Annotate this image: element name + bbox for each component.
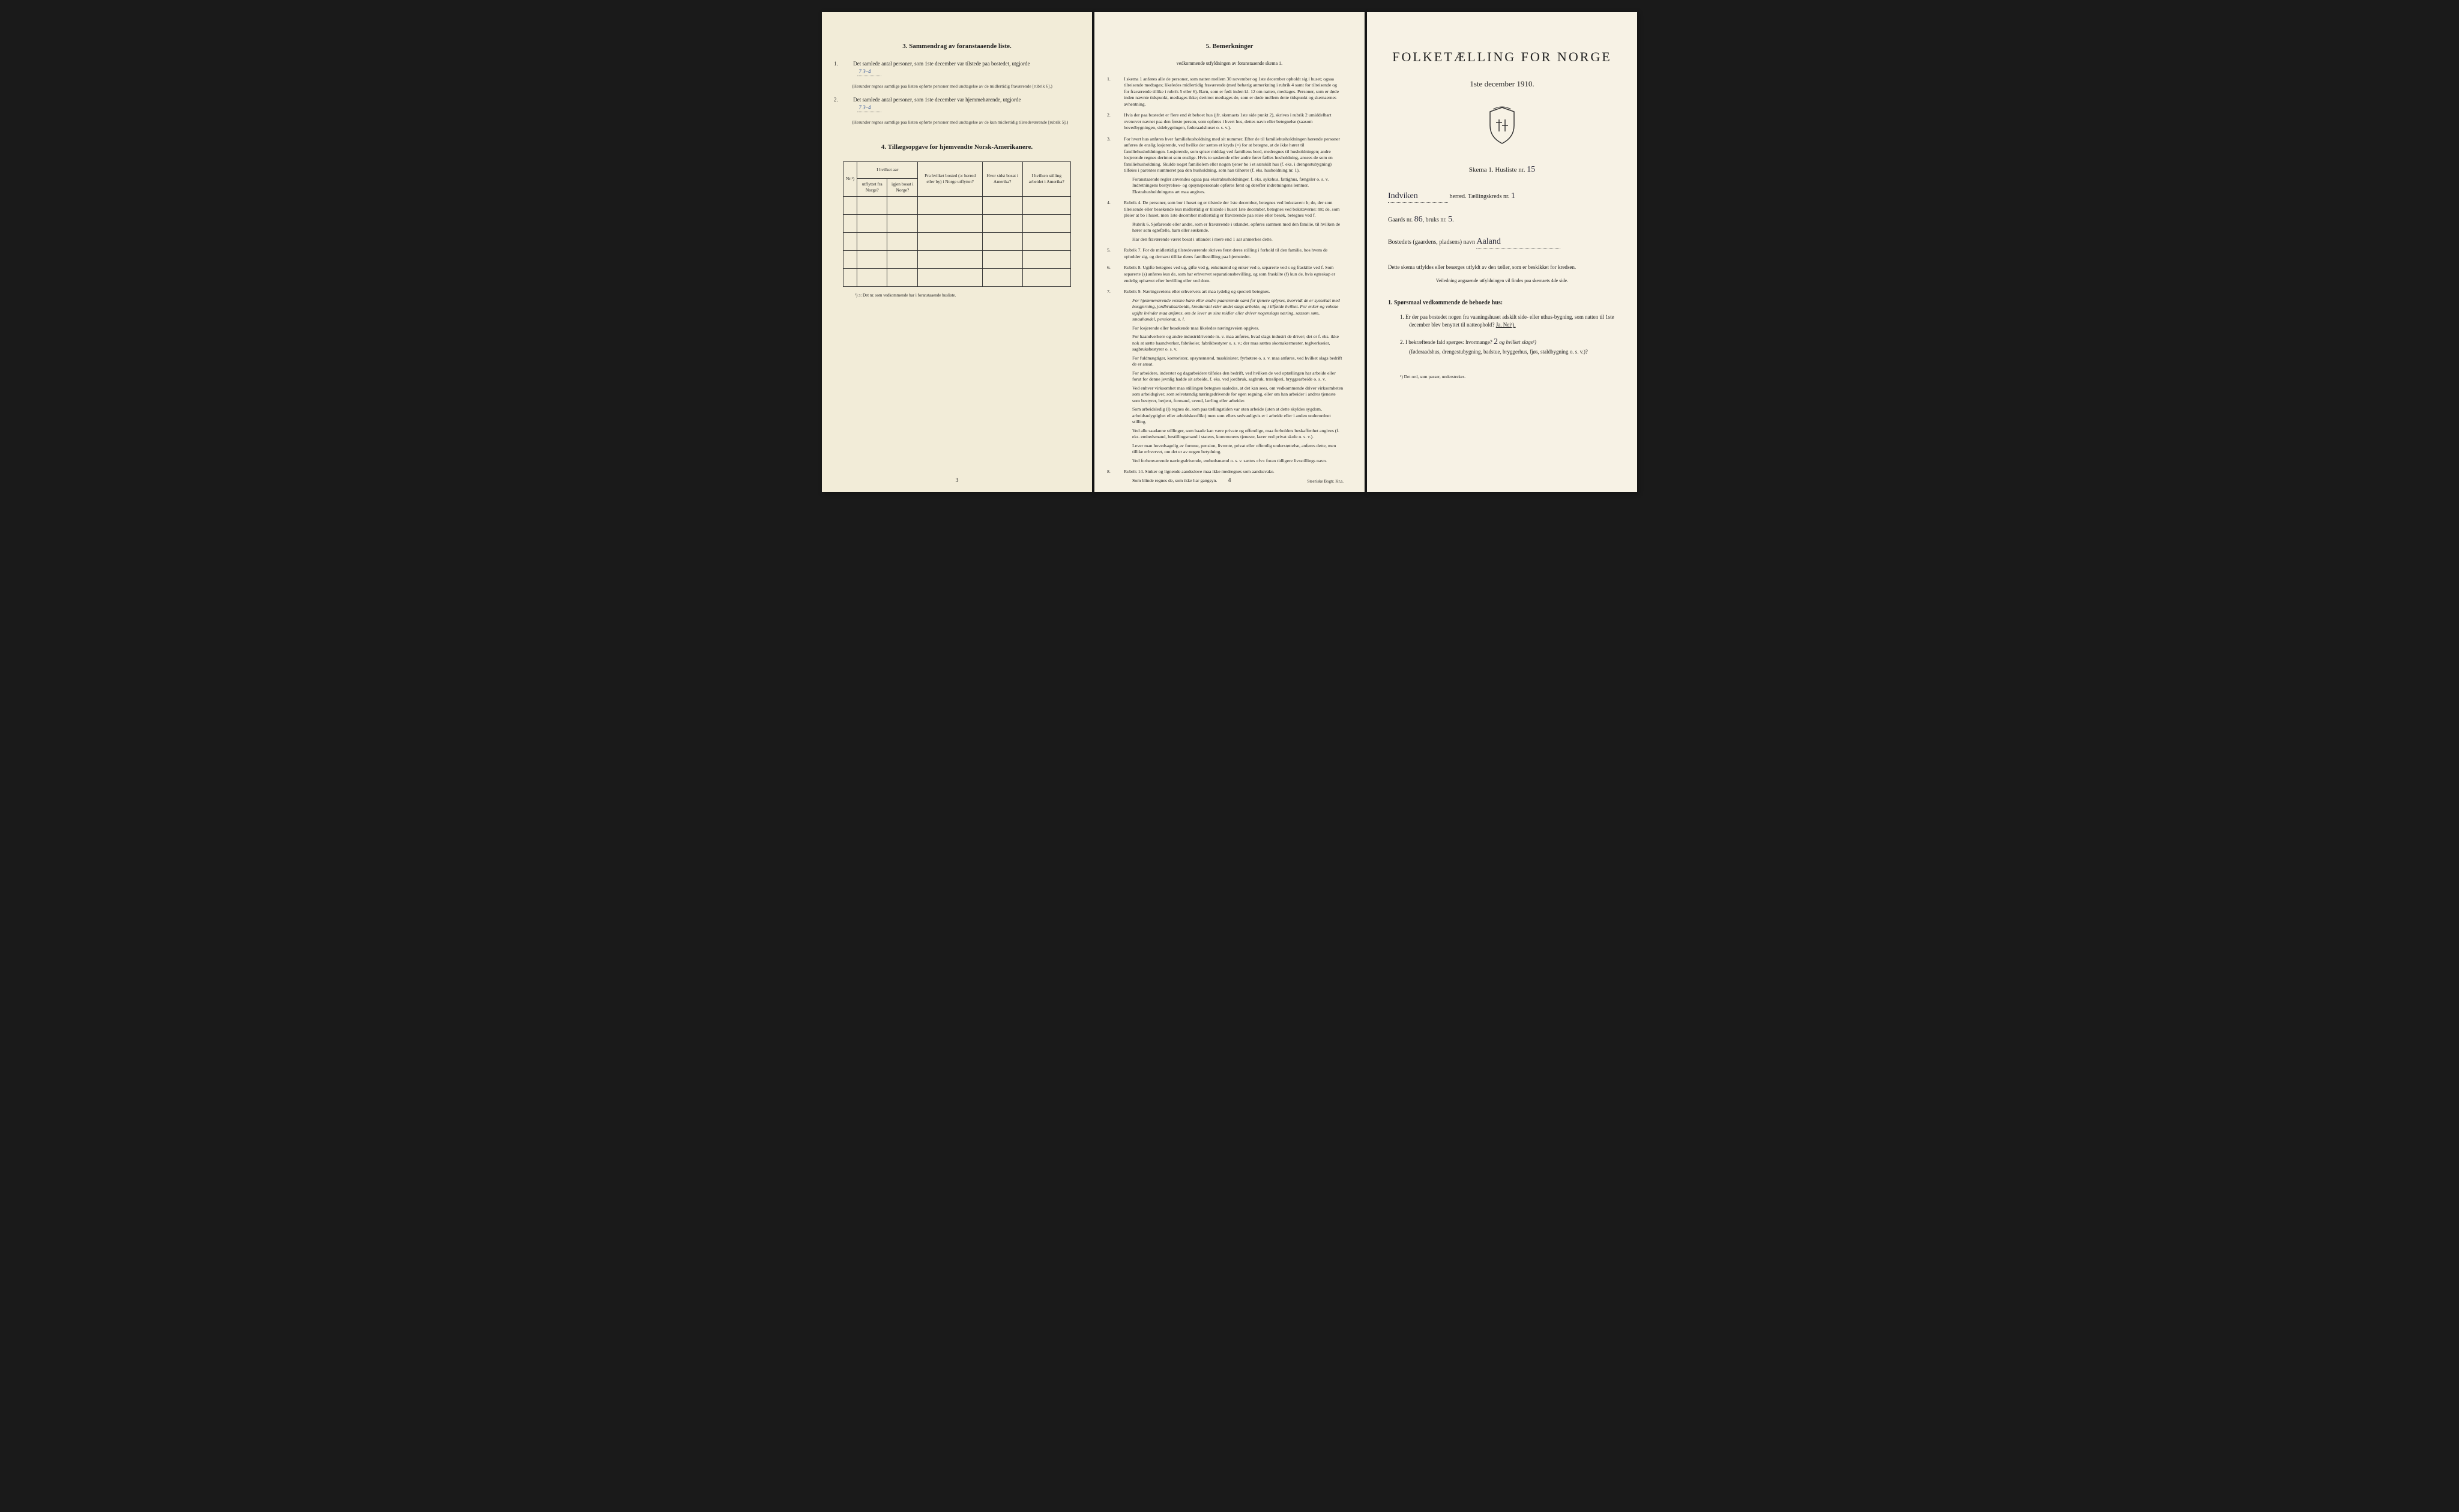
coat-of-arms-icon [1388, 104, 1616, 149]
section-4-heading: 4. Tillægsopgave for hjemvendte Norsk-Am… [843, 143, 1071, 152]
page-2: 5. Bemerkninger vedkommende utfyldningen… [1094, 12, 1365, 492]
subcol-utflyttet: utflyttet fra Norge? [857, 178, 887, 196]
item-2: 2. Det samlede antal personer, som 1ste … [843, 96, 1071, 112]
item-1-note: (Herunder regnes samtlige paa listen opf… [852, 83, 1071, 89]
question-heading: 1. Spørsmaal vedkommende de beboede hus: [1388, 299, 1616, 307]
page-number-4: 4 [1228, 477, 1231, 485]
question-2: 2. I bekræftende fald spørges: hvormange… [1400, 336, 1616, 357]
husliste-nr: 15 [1527, 165, 1535, 174]
tilstede-count: 7 3–4 [857, 68, 881, 76]
bemerkninger-list: 1.I skema 1 anføres alle de personer, so… [1115, 76, 1344, 484]
q2-value: 2 [1494, 337, 1498, 346]
herred-line: Indviken herred. Tællingskreds nr. 1 [1388, 190, 1616, 203]
bruks-nr: 5 [1448, 215, 1452, 224]
page-3: FOLKETÆLLING FOR NORGE 1ste december 191… [1367, 12, 1637, 492]
gaards-line: Gaards nr. 86, bruks nr. 5. [1388, 214, 1616, 226]
publisher: Steen'ske Bogtr. Kr.a. [1307, 479, 1344, 485]
col-nr: Nr.¹) [843, 161, 857, 196]
page-1: 3. Sammendrag av foranstaaende liste. 1.… [822, 12, 1092, 492]
col-bosted: Fra hvilket bosted (ɔ: herred eller by) … [918, 161, 983, 196]
herred-value: Indviken [1388, 190, 1448, 203]
page-number-3: 3 [956, 477, 959, 485]
instruction-sub: Veiledning angaaende utfyldningen vil fi… [1388, 277, 1616, 284]
bosted-line: Bostedets (gaardens, pladsens) navn Aala… [1388, 236, 1616, 248]
emigrant-table: Nr.¹) I hvilket aar Fra hvilket bosted (… [843, 161, 1071, 287]
gaards-nr: 86 [1414, 215, 1423, 224]
section-5-subheading: vedkommende utfyldningen av foranstaaend… [1115, 60, 1344, 67]
item-1: 1. Det samlede antal personer, som 1ste … [843, 60, 1071, 76]
col-stilling: I hvilken stilling arbeidet i Amerika? [1022, 161, 1071, 196]
hjemme-count: 7 3–4 [857, 104, 881, 112]
item-2-note: (Herunder regnes samtlige paa listen opf… [852, 119, 1071, 125]
footnote: ¹) Det ord, som passer, understrekes. [1388, 374, 1616, 381]
skema-line: Skema 1. Husliste nr. 15 [1388, 164, 1616, 176]
bosted-value: Aaland [1476, 236, 1560, 248]
q1-options: Ja. Nei¹). [1496, 322, 1516, 328]
table-footnote: ¹) ɔ: Det nr. som vedkommende har i fora… [843, 293, 1071, 299]
subcol-bosat: igjen bosat i Norge? [887, 178, 918, 196]
instruction-text: Dette skema utfyldes eller besørges utfy… [1388, 264, 1616, 271]
date-line: 1ste december 1910. [1388, 79, 1616, 89]
section-3-heading: 3. Sammendrag av foranstaaende liste. [843, 42, 1071, 51]
section-5-heading: 5. Bemerkninger [1115, 42, 1344, 51]
main-title: FOLKETÆLLING FOR NORGE [1388, 48, 1616, 67]
col-year: I hvilket aar [857, 161, 918, 178]
col-amerika-bosat: Hvor sidst bosat i Amerika? [982, 161, 1022, 196]
question-1: 1. Er der paa bostedet nogen fra vaaning… [1400, 313, 1616, 330]
kreds-nr: 1 [1511, 191, 1515, 200]
document-container: 3. Sammendrag av foranstaaende liste. 1.… [822, 12, 1637, 492]
